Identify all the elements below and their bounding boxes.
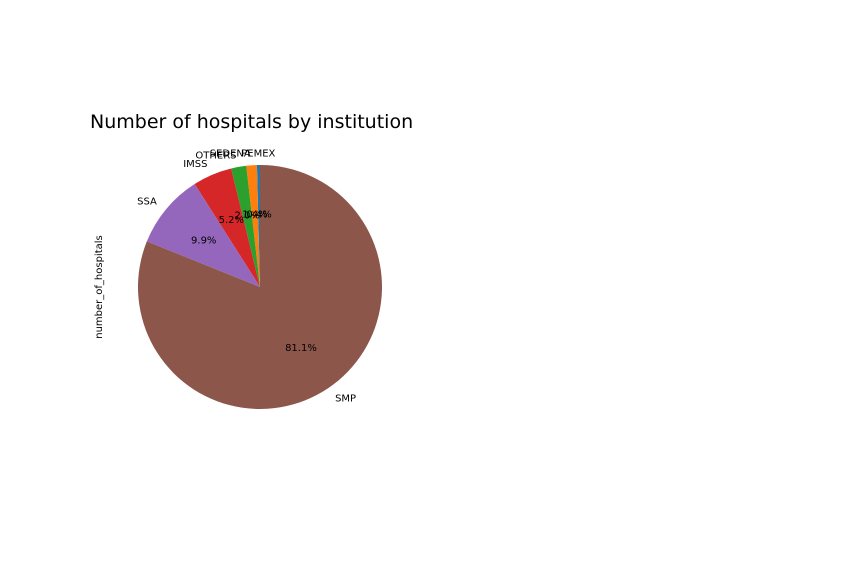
chart-title: Number of hospitals by institution xyxy=(90,111,413,133)
pie-slice-sedena xyxy=(246,165,260,287)
slice-label-pemex: PEMEX xyxy=(241,148,275,159)
pie-slice-ssa xyxy=(146,183,260,287)
pie-slice-others xyxy=(231,165,260,287)
slice-label-ssa: SSA xyxy=(137,197,157,208)
pie-slice-smp xyxy=(138,165,383,410)
pie-slices xyxy=(138,165,383,410)
slice-pct-ssa: 9.9% xyxy=(191,236,216,247)
slice-pct-imss: 5.2% xyxy=(219,215,244,226)
slice-pct-pemex: 0.4% xyxy=(246,209,271,220)
slice-label-smp: SMP xyxy=(335,394,356,405)
pie-slice-imss xyxy=(194,168,260,287)
slice-pct-sedena: 1.4% xyxy=(242,209,267,220)
slice-label-imss: IMSS xyxy=(183,159,207,170)
slice-label-sedena: SEDENA xyxy=(210,149,251,160)
y-axis-label: number_of_hospitals xyxy=(94,235,105,339)
pie-labels: PEMEX 0.4% SEDENA 1.4% OTHERS 2.0% IMSS 5.2% SSA… xyxy=(137,148,356,404)
slice-label-others: OTHERS xyxy=(195,150,236,161)
slice-pct-smp: 81.1% xyxy=(285,343,317,354)
pie-slice-pemex xyxy=(256,165,260,287)
slice-pct-others: 2.0% xyxy=(234,210,259,221)
